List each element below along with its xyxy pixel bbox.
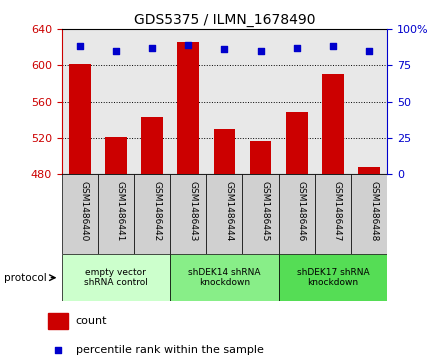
Text: percentile rank within the sample: percentile rank within the sample [76, 345, 264, 355]
Text: GSM1486440: GSM1486440 [80, 181, 89, 241]
Title: GDS5375 / ILMN_1678490: GDS5375 / ILMN_1678490 [134, 13, 315, 26]
Bar [358, 167, 380, 174]
Bar [69, 64, 91, 174]
Point [366, 48, 373, 54]
Text: GSM1486444: GSM1486444 [224, 181, 233, 241]
FancyBboxPatch shape [351, 174, 387, 254]
Bar [177, 42, 199, 174]
Point [330, 44, 337, 49]
Bar [286, 111, 308, 174]
Bar [250, 140, 271, 174]
Point [221, 46, 228, 52]
FancyBboxPatch shape [62, 174, 98, 254]
Text: GSM1486446: GSM1486446 [297, 181, 306, 241]
Point [55, 347, 62, 353]
FancyBboxPatch shape [279, 254, 387, 301]
Bar [48, 313, 68, 329]
FancyBboxPatch shape [170, 254, 279, 301]
Bar [213, 129, 235, 174]
Text: GSM1486442: GSM1486442 [152, 181, 161, 241]
Text: GSM1486448: GSM1486448 [369, 181, 378, 241]
Point [293, 45, 300, 51]
FancyBboxPatch shape [134, 174, 170, 254]
Text: shDEK17 shRNA
knockdown: shDEK17 shRNA knockdown [297, 268, 369, 287]
Point [76, 44, 83, 49]
Point [257, 48, 264, 54]
Text: GSM1486447: GSM1486447 [333, 181, 342, 241]
Point [112, 48, 119, 54]
Point [185, 42, 192, 48]
FancyBboxPatch shape [206, 174, 242, 254]
Text: GSM1486443: GSM1486443 [188, 181, 197, 241]
Point [149, 45, 156, 51]
Text: count: count [76, 316, 107, 326]
FancyBboxPatch shape [62, 254, 170, 301]
Text: protocol: protocol [4, 273, 47, 283]
Text: shDEK14 shRNA
knockdown: shDEK14 shRNA knockdown [188, 268, 260, 287]
FancyBboxPatch shape [279, 174, 315, 254]
FancyBboxPatch shape [170, 174, 206, 254]
Bar [105, 137, 127, 174]
FancyBboxPatch shape [98, 174, 134, 254]
Text: GSM1486445: GSM1486445 [260, 181, 270, 241]
FancyBboxPatch shape [242, 174, 279, 254]
FancyBboxPatch shape [315, 174, 351, 254]
Bar [322, 73, 344, 174]
Text: empty vector
shRNA control: empty vector shRNA control [84, 268, 148, 287]
Text: GSM1486441: GSM1486441 [116, 181, 125, 241]
Bar [141, 117, 163, 174]
